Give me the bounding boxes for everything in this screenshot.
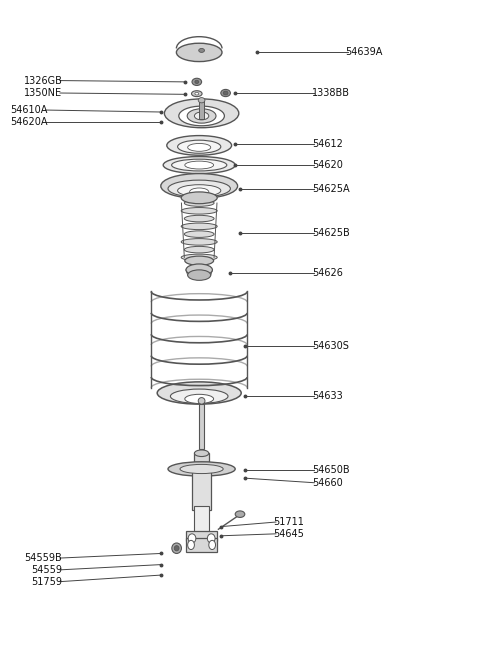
Ellipse shape bbox=[195, 80, 199, 84]
Ellipse shape bbox=[190, 188, 209, 196]
Ellipse shape bbox=[209, 540, 216, 550]
Ellipse shape bbox=[186, 264, 212, 276]
Ellipse shape bbox=[188, 143, 211, 151]
Ellipse shape bbox=[176, 43, 222, 62]
Text: 54630S: 54630S bbox=[312, 341, 349, 351]
Ellipse shape bbox=[179, 106, 225, 126]
Text: 1350NE: 1350NE bbox=[24, 88, 62, 98]
Ellipse shape bbox=[178, 185, 221, 196]
Ellipse shape bbox=[192, 79, 202, 85]
Ellipse shape bbox=[188, 270, 211, 280]
Ellipse shape bbox=[168, 462, 235, 476]
Bar bbox=[186, 531, 217, 541]
Ellipse shape bbox=[181, 223, 217, 230]
Ellipse shape bbox=[221, 90, 230, 96]
Bar bbox=[199, 404, 204, 449]
Ellipse shape bbox=[207, 534, 215, 543]
Bar bbox=[192, 472, 211, 510]
Bar bbox=[194, 506, 209, 536]
Ellipse shape bbox=[198, 398, 205, 404]
Text: 54645: 54645 bbox=[274, 529, 304, 539]
Ellipse shape bbox=[198, 98, 205, 103]
Text: 54559: 54559 bbox=[31, 565, 62, 575]
Ellipse shape bbox=[235, 511, 245, 517]
Text: 54626: 54626 bbox=[312, 268, 343, 278]
Ellipse shape bbox=[184, 215, 214, 222]
Ellipse shape bbox=[199, 48, 204, 52]
Ellipse shape bbox=[194, 450, 209, 457]
Text: 54625A: 54625A bbox=[312, 183, 349, 194]
Ellipse shape bbox=[181, 254, 217, 261]
Ellipse shape bbox=[184, 200, 214, 206]
Ellipse shape bbox=[172, 543, 181, 553]
Bar bbox=[199, 100, 204, 119]
Bar bbox=[194, 453, 209, 470]
Ellipse shape bbox=[223, 91, 228, 95]
Ellipse shape bbox=[187, 109, 216, 123]
Text: 1326GB: 1326GB bbox=[24, 75, 62, 86]
Ellipse shape bbox=[181, 238, 217, 245]
Ellipse shape bbox=[180, 464, 223, 474]
Text: 1338BB: 1338BB bbox=[312, 88, 350, 98]
Ellipse shape bbox=[178, 140, 221, 153]
Text: 51759: 51759 bbox=[31, 576, 62, 587]
Text: 54660: 54660 bbox=[312, 477, 343, 488]
Ellipse shape bbox=[174, 546, 179, 551]
Text: 54559B: 54559B bbox=[24, 553, 62, 563]
Text: 54620: 54620 bbox=[312, 160, 343, 170]
Text: 54620A: 54620A bbox=[11, 117, 48, 128]
Ellipse shape bbox=[184, 246, 214, 253]
Ellipse shape bbox=[172, 159, 227, 171]
Ellipse shape bbox=[167, 136, 232, 155]
Ellipse shape bbox=[185, 394, 214, 403]
Text: 51711: 51711 bbox=[274, 517, 304, 527]
Ellipse shape bbox=[163, 157, 235, 174]
Text: 54633: 54633 bbox=[312, 391, 343, 402]
Ellipse shape bbox=[164, 99, 239, 128]
Ellipse shape bbox=[170, 389, 228, 403]
Text: 54610A: 54610A bbox=[11, 105, 48, 115]
Ellipse shape bbox=[168, 180, 230, 197]
Ellipse shape bbox=[188, 540, 194, 550]
Ellipse shape bbox=[181, 208, 217, 214]
Ellipse shape bbox=[181, 192, 217, 204]
Ellipse shape bbox=[192, 90, 202, 96]
Ellipse shape bbox=[188, 534, 196, 543]
Bar bbox=[186, 538, 217, 552]
Ellipse shape bbox=[185, 161, 214, 169]
Ellipse shape bbox=[184, 231, 214, 237]
Text: 54612: 54612 bbox=[312, 139, 343, 149]
Text: 54625B: 54625B bbox=[312, 227, 350, 238]
Text: 54639A: 54639A bbox=[346, 47, 383, 58]
Ellipse shape bbox=[161, 174, 238, 198]
Ellipse shape bbox=[157, 382, 241, 404]
Ellipse shape bbox=[194, 112, 209, 120]
Ellipse shape bbox=[195, 92, 199, 95]
Text: 54650B: 54650B bbox=[312, 465, 349, 476]
Ellipse shape bbox=[185, 256, 214, 265]
